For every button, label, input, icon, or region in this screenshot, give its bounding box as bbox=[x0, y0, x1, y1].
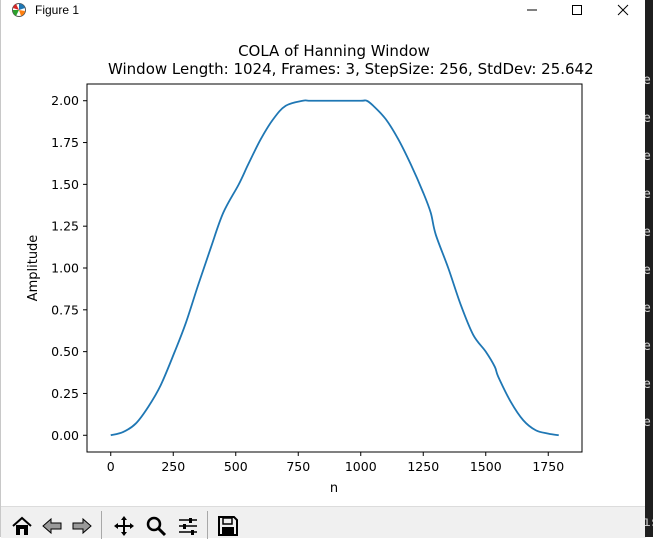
plot-area bbox=[86, 83, 583, 453]
minimize-icon bbox=[527, 9, 537, 11]
y-tick-label: 1.00 bbox=[51, 261, 79, 276]
maximize-icon bbox=[572, 5, 582, 15]
x-tick-label: 250 bbox=[161, 459, 185, 474]
cola-line-chart[interactable]: COLA of Hanning Window Window Length: 10… bbox=[1, 20, 646, 506]
x-axis-ticks: 0 250 500 750 1000 1250 1500 1750 bbox=[107, 452, 564, 474]
title-bar[interactable]: Figure 1 bbox=[1, 0, 646, 20]
x-tick-label: 0 bbox=[107, 459, 115, 474]
x-tick-label: 750 bbox=[286, 459, 310, 474]
close-icon bbox=[617, 4, 629, 16]
forward-button[interactable] bbox=[69, 513, 95, 539]
x-axis-label: n bbox=[330, 481, 338, 496]
save-floppy-icon bbox=[218, 516, 238, 536]
background-text-fragment: ıs bbox=[645, 515, 653, 530]
home-button[interactable] bbox=[9, 513, 35, 539]
configure-subplots-button[interactable] bbox=[175, 513, 201, 539]
background-text-fragment: e bbox=[645, 415, 651, 430]
pan-button[interactable] bbox=[111, 513, 137, 539]
matplotlib-app-icon bbox=[11, 2, 27, 18]
figure-canvas[interactable]: COLA of Hanning Window Window Length: 10… bbox=[1, 20, 646, 506]
save-button[interactable] bbox=[215, 513, 241, 539]
toolbar-separator bbox=[207, 511, 208, 539]
x-tick-label: 1250 bbox=[407, 459, 439, 474]
y-tick-label: 0.25 bbox=[51, 386, 79, 401]
minimize-button[interactable] bbox=[509, 0, 555, 20]
maximize-button[interactable] bbox=[554, 0, 600, 20]
background-text-fragment: e bbox=[645, 149, 651, 164]
y-axis-label: Amplitude bbox=[26, 235, 41, 302]
back-arrow-icon bbox=[42, 517, 62, 535]
configure-sliders-icon bbox=[179, 518, 197, 535]
background-text-fragment: e bbox=[645, 187, 651, 202]
y-tick-label: 2.00 bbox=[51, 93, 79, 108]
y-tick-label: 1.50 bbox=[51, 177, 79, 192]
x-tick-label: 500 bbox=[224, 459, 248, 474]
background-editor-strip: e e e e e e e e e e ıs bbox=[645, 0, 653, 537]
zoom-button[interactable] bbox=[143, 513, 169, 539]
background-text-fragment: e bbox=[645, 301, 651, 316]
y-tick-label: 1.75 bbox=[51, 135, 79, 150]
y-tick-label: 0.00 bbox=[51, 428, 79, 443]
window-title: Figure 1 bbox=[35, 3, 80, 17]
x-tick-label: 1000 bbox=[345, 459, 377, 474]
series-line bbox=[110, 99, 559, 437]
chart-title: COLA of Hanning Window bbox=[238, 42, 430, 60]
chart-subtitle: Window Length: 1024, Frames: 3, StepSize… bbox=[108, 60, 594, 78]
toolbar-separator bbox=[101, 511, 102, 539]
navigation-toolbar bbox=[1, 506, 646, 539]
y-tick-label: 0.75 bbox=[51, 302, 79, 317]
x-tick-label: 1500 bbox=[470, 459, 502, 474]
series-group bbox=[110, 99, 559, 437]
forward-arrow-icon bbox=[72, 517, 92, 535]
pan-move-icon bbox=[114, 516, 134, 536]
y-tick-label: 0.50 bbox=[51, 344, 79, 359]
background-text-fragment: e bbox=[645, 339, 651, 354]
y-axis-ticks: 0.00 0.25 0.50 0.75 1.00 1.25 1.50 1.75 2.00 bbox=[51, 93, 87, 443]
y-tick-label: 1.25 bbox=[51, 219, 79, 234]
background-text-fragment: e bbox=[645, 263, 651, 278]
zoom-magnifier-icon bbox=[146, 516, 167, 537]
background-text-fragment: e bbox=[645, 111, 651, 126]
background-text-fragment: e bbox=[645, 225, 651, 240]
background-text-fragment: e bbox=[645, 377, 651, 392]
back-button[interactable] bbox=[39, 513, 65, 539]
close-button[interactable] bbox=[600, 0, 646, 20]
home-icon bbox=[12, 516, 32, 535]
background-text-fragment: e bbox=[645, 73, 651, 88]
x-tick-label: 1750 bbox=[532, 459, 564, 474]
